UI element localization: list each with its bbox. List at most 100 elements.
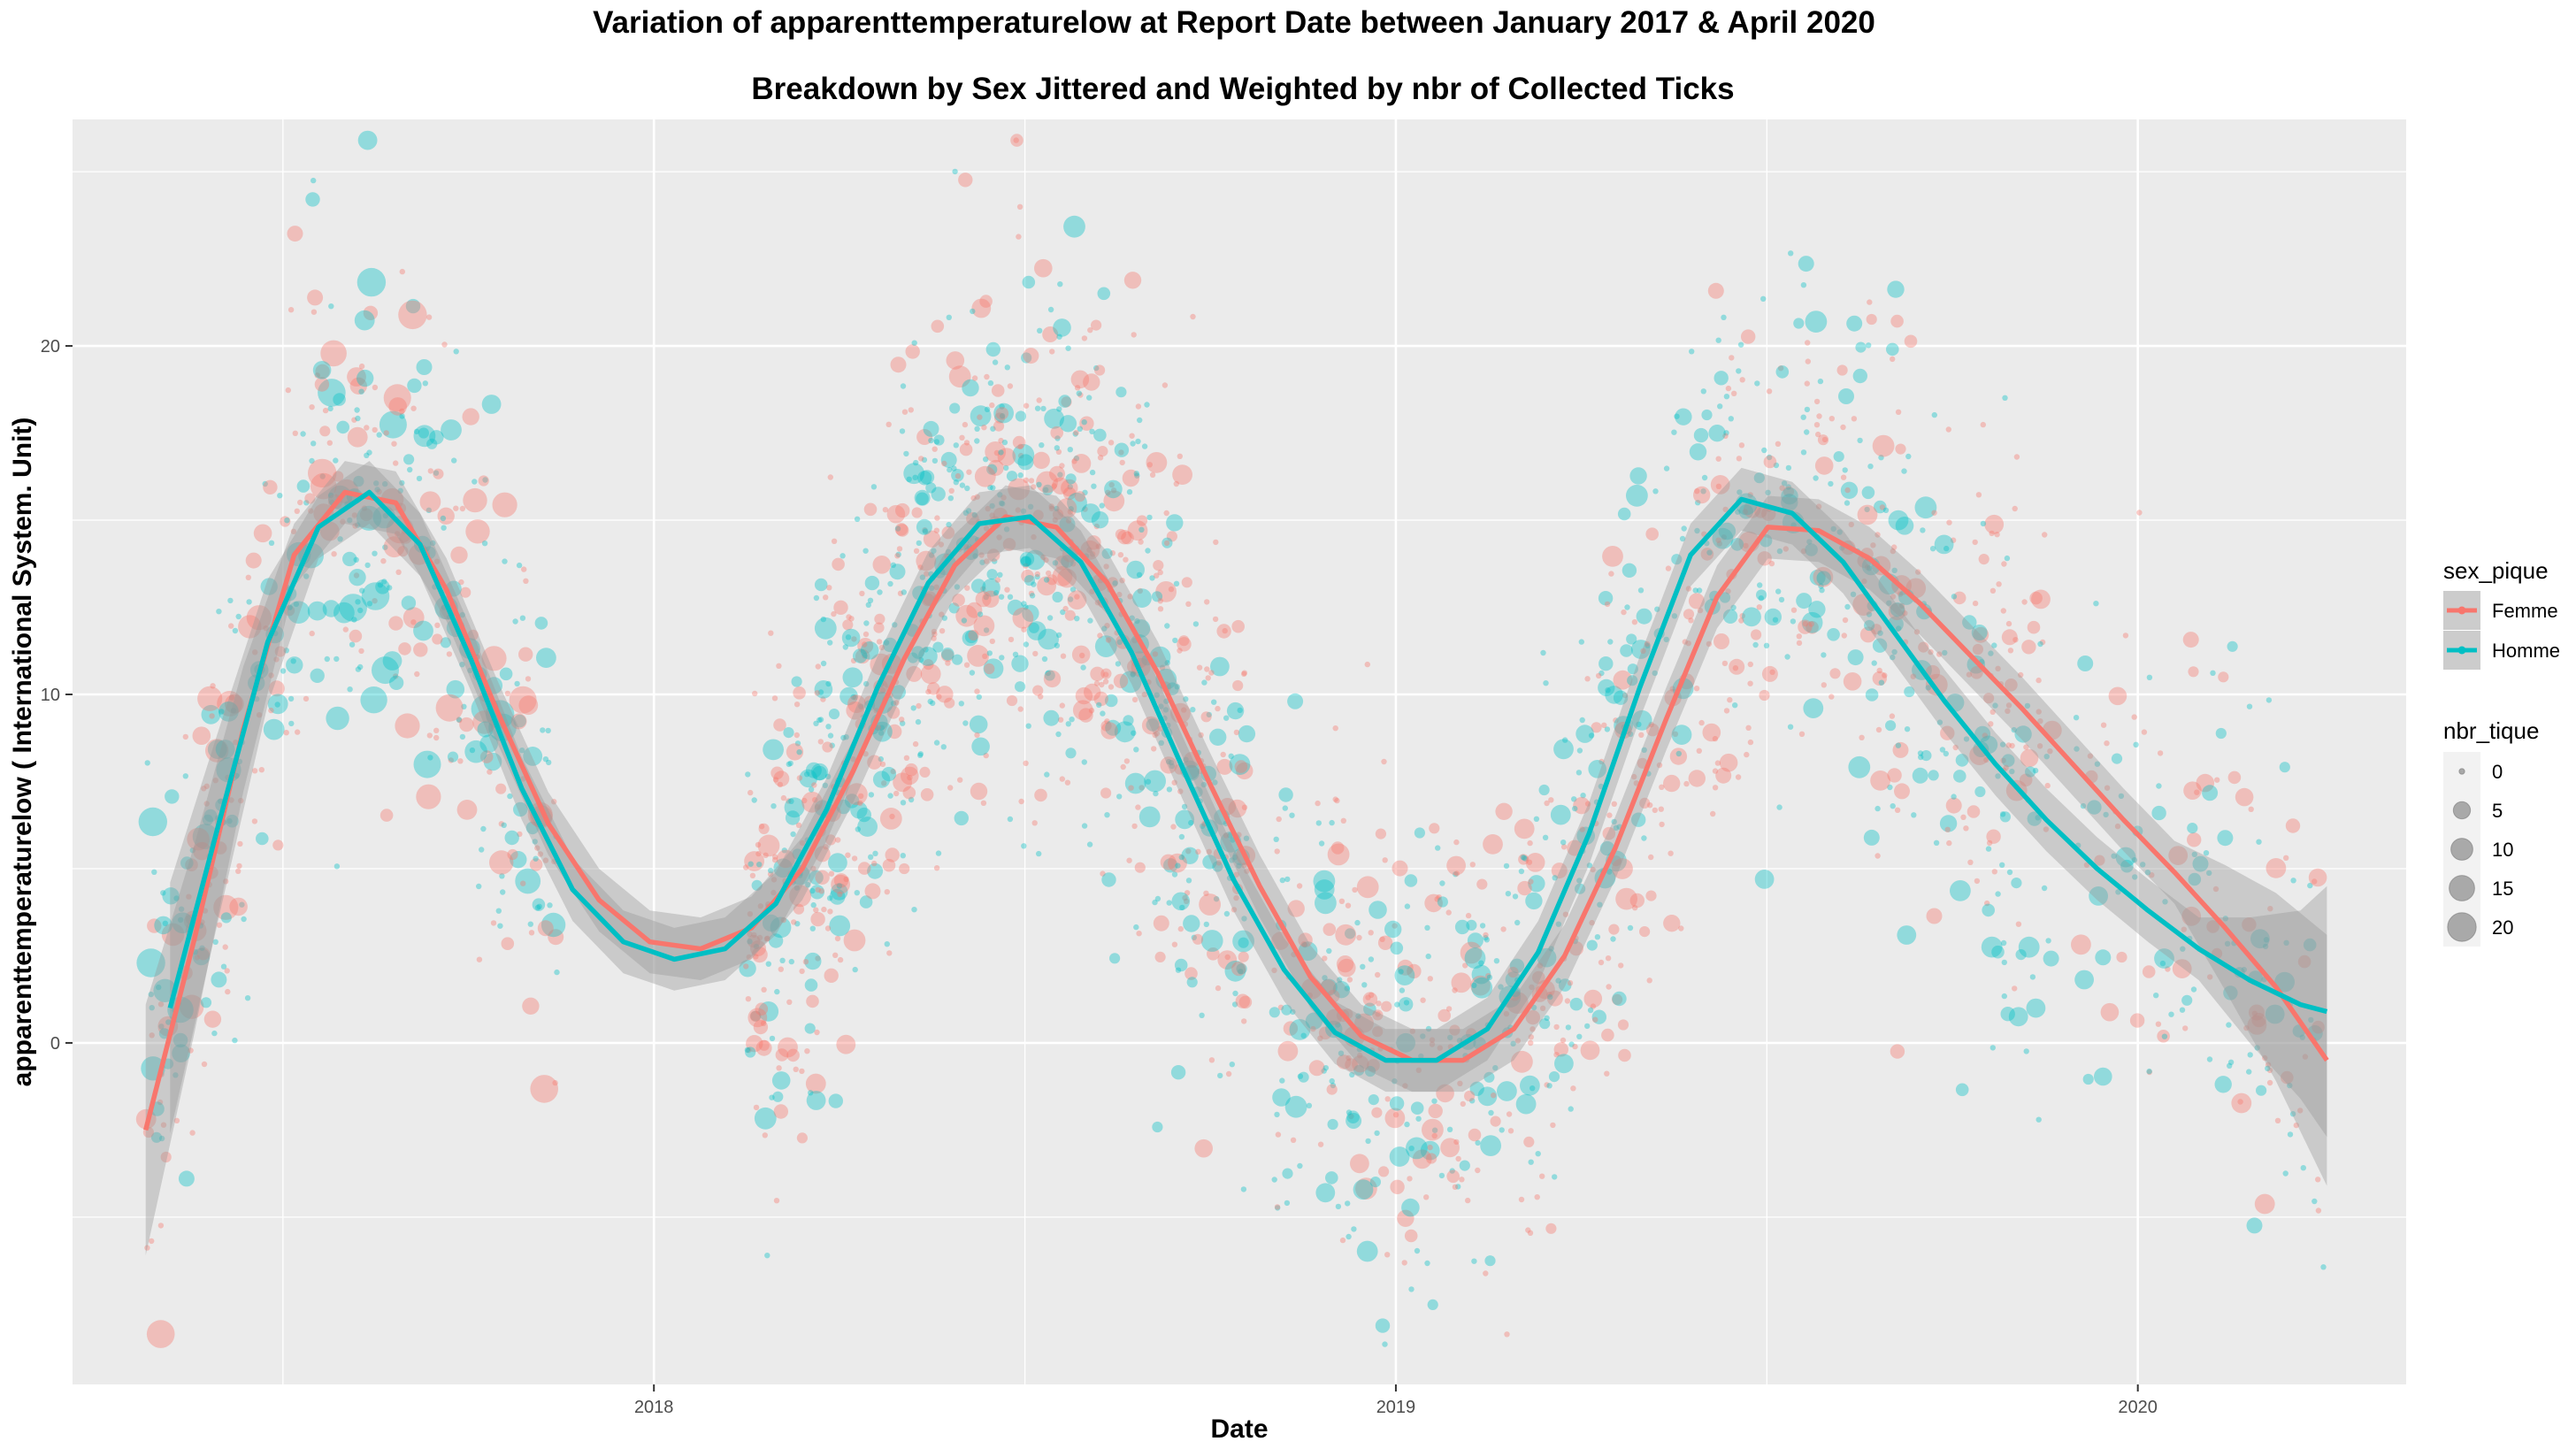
data-point (758, 1039, 770, 1051)
data-point (2251, 1012, 2266, 1028)
data-point (1882, 672, 1888, 678)
data-point (1338, 958, 1356, 978)
data-point (962, 510, 970, 516)
data-point (1037, 576, 1056, 596)
data-point (1052, 517, 1059, 523)
data-point (1707, 282, 1724, 299)
data-point (2120, 859, 2134, 873)
data-point (1094, 364, 1106, 376)
data-point (983, 456, 989, 463)
data-point (228, 694, 235, 701)
data-point (919, 766, 931, 778)
data-point (520, 776, 526, 782)
data-point (912, 474, 918, 480)
data-point (1071, 454, 1092, 473)
data-point (773, 770, 790, 787)
data-point (1528, 875, 1545, 893)
data-point (1038, 628, 1059, 650)
data-point (1525, 1009, 1541, 1025)
data-point (232, 627, 239, 634)
data-point (1865, 688, 1879, 702)
data-point (1336, 955, 1354, 973)
data-point (2157, 750, 2164, 756)
data-point (2035, 815, 2041, 821)
data-point (1509, 958, 1525, 974)
data-point (926, 682, 940, 695)
data-point (1761, 447, 1767, 454)
data-point (1177, 648, 1183, 654)
data-point (887, 580, 893, 587)
data-point (969, 670, 976, 676)
data-point (374, 487, 380, 493)
data-point (776, 663, 782, 669)
data-point (1572, 1043, 1578, 1050)
data-point (1427, 1299, 1438, 1310)
data-point (976, 694, 983, 701)
data-point (893, 790, 900, 797)
data-point (847, 694, 866, 713)
data-point (372, 550, 378, 556)
data-point (786, 1048, 800, 1062)
data-point (777, 781, 784, 788)
data-point (1104, 718, 1110, 724)
data-point (483, 752, 502, 771)
data-point (1123, 272, 1142, 289)
data-point (1177, 925, 1184, 932)
data-point (1023, 348, 1039, 364)
data-point (213, 894, 239, 920)
data-point (1237, 707, 1243, 714)
data-point (1736, 368, 1742, 374)
data-point (217, 691, 242, 717)
data-point (448, 757, 454, 763)
data-point (1317, 1141, 1324, 1147)
data-point (1048, 505, 1055, 512)
data-point (1814, 456, 1834, 475)
data-point (1815, 503, 1822, 510)
data-point (1708, 425, 1726, 442)
data-point (1613, 690, 1629, 705)
data-point (1757, 551, 1772, 566)
data-point (2071, 934, 2091, 955)
data-point (1059, 776, 1066, 782)
data-point (286, 656, 303, 674)
data-point (1277, 1004, 1284, 1011)
data-point (1864, 506, 1870, 513)
data-point (1368, 956, 1375, 962)
data-point (2122, 632, 2129, 639)
data-point (1065, 345, 1071, 351)
data-point (1050, 426, 1063, 440)
data-point (349, 629, 363, 643)
data-point (413, 750, 441, 778)
data-point (1725, 588, 1731, 594)
data-point (2203, 850, 2210, 856)
data-point (933, 740, 940, 746)
data-point (322, 600, 341, 617)
data-point (1466, 919, 1477, 931)
legend-dot-femme (2457, 606, 2466, 615)
data-point (1153, 915, 1169, 932)
data-point (1000, 494, 1007, 501)
data-point (2165, 966, 2171, 972)
data-point (1213, 896, 1220, 902)
data-point (1895, 742, 1902, 748)
data-point (2041, 885, 2048, 892)
data-point (974, 438, 980, 444)
data-point (1329, 1077, 1335, 1085)
data-point (902, 786, 916, 800)
data-point (307, 289, 324, 306)
data-point (327, 405, 334, 412)
data-point (2266, 1079, 2273, 1086)
data-point (780, 794, 787, 801)
data-point (865, 602, 871, 608)
data-point (1204, 666, 1210, 672)
data-point (1082, 506, 1088, 512)
data-point (2039, 639, 2046, 646)
data-point (2274, 971, 2296, 993)
data-point (2007, 648, 2014, 654)
data-point (932, 446, 938, 452)
data-point (1431, 1127, 1438, 1133)
data-point (1739, 613, 1745, 619)
data-point (256, 832, 269, 846)
data-point (1104, 812, 1110, 818)
data-point (453, 349, 459, 355)
